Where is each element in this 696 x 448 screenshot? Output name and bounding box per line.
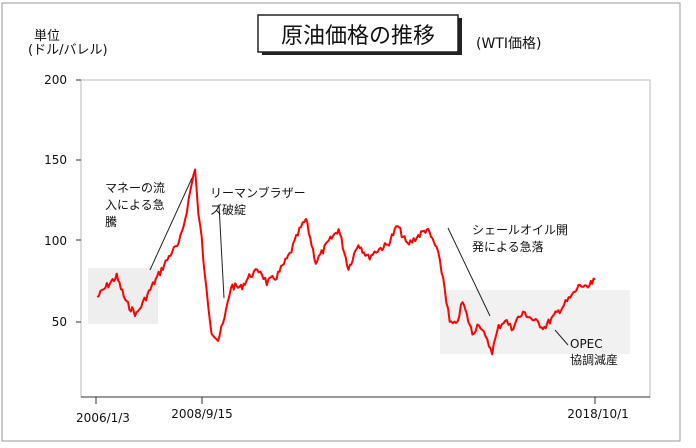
y-tick-label: 100 xyxy=(44,234,67,248)
unit-label-line-2: (ドル/バレル) xyxy=(28,43,108,58)
annotation-pointer xyxy=(554,329,569,346)
y-tick-label: 200 xyxy=(44,73,67,87)
annotation-line: 騰 xyxy=(105,214,117,229)
y-tick-label: 150 xyxy=(44,153,67,167)
chart-subtitle: (WTI価格) xyxy=(476,36,541,52)
unit-label-line-1: 単位 xyxy=(34,28,60,44)
annotation-line: マネーの流 xyxy=(105,181,165,195)
annotation-line: シェールオイル開 xyxy=(472,223,568,237)
annotation-pointer xyxy=(218,204,225,299)
annotation-line: 協調減産 xyxy=(570,352,618,367)
x-tick-label: 2018/10/1 xyxy=(567,407,629,421)
annotation-line: 発による急落 xyxy=(472,239,544,254)
annotation-line: OPEC xyxy=(570,337,603,351)
x-tick-label: 2008/9/15 xyxy=(171,407,233,421)
band-2 xyxy=(440,290,630,354)
x-tick-label: 2006/1/3 xyxy=(76,411,130,425)
annotation-pointer xyxy=(447,227,491,317)
outer-border xyxy=(1,2,681,442)
annotation-line: リーマンブラザー xyxy=(210,185,306,200)
y-tick-label: 50 xyxy=(52,315,67,329)
annotation-line: 入による急 xyxy=(105,197,165,212)
annotation-line: ズ破綻 xyxy=(210,202,246,217)
annotation-pointer xyxy=(149,177,193,271)
chart-title: 原油価格の推移 xyxy=(281,24,435,49)
title-box xyxy=(257,14,459,53)
price-series-line xyxy=(96,168,596,356)
